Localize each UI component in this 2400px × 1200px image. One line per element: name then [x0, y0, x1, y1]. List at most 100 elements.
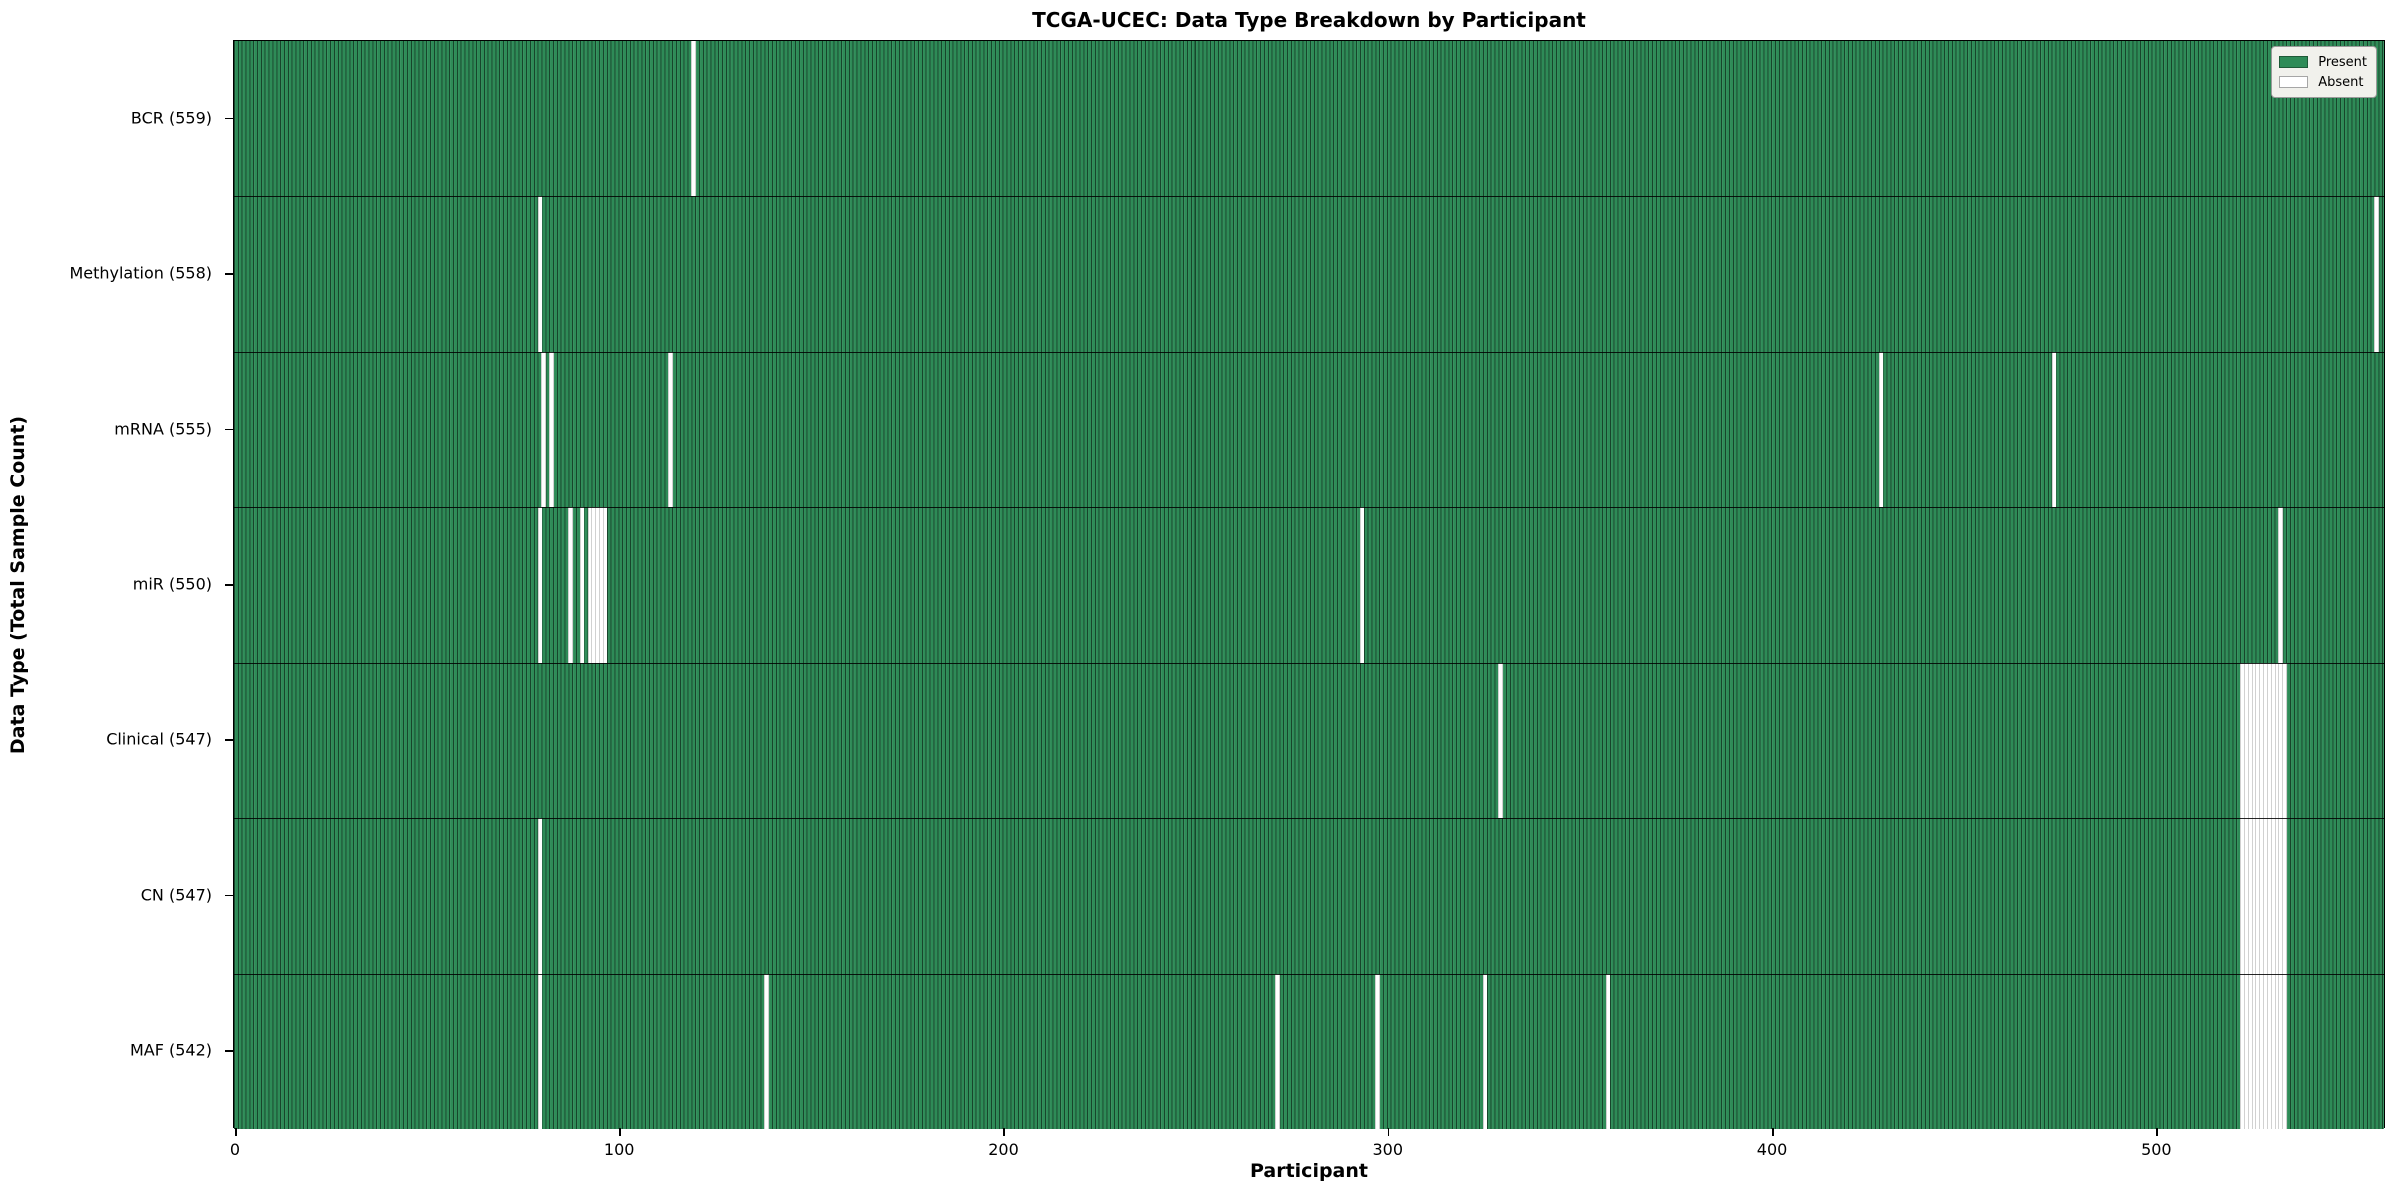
- absent-gap: [2266, 973, 2272, 1129]
- row-mir: [234, 507, 2384, 663]
- row-clinical: [234, 662, 2384, 819]
- absent-gap: [2255, 973, 2260, 1129]
- absent-gap: [2274, 662, 2279, 819]
- absent-gap: [1878, 351, 1884, 508]
- legend-entry-absent: Absent: [2279, 72, 2367, 92]
- y-tick-mark: [225, 1050, 233, 1052]
- y-tick-label-methylation: Methylation (558): [69, 263, 212, 283]
- x-tick-label-200: 200: [988, 1140, 1019, 1159]
- y-tick-mark: [225, 739, 233, 742]
- y-tick-mark: [225, 273, 233, 275]
- x-tick-mark: [1003, 1128, 1006, 1136]
- y-tick-label-maf: MAF (542): [129, 1040, 212, 1060]
- present-swatch: [2279, 56, 2309, 68]
- y-tick-mark: [225, 894, 233, 897]
- absent-gap: [2282, 973, 2287, 1129]
- x-tick-mark: [1772, 1128, 1774, 1136]
- y-tick-label-cn: CN (547): [140, 885, 212, 905]
- row-divider: [234, 351, 2384, 353]
- absent-gap: [2251, 973, 2256, 1129]
- y-tick-label-mrna: mRNA (555): [114, 419, 212, 439]
- absent-gap: [2243, 818, 2249, 974]
- absent-gap: [764, 973, 769, 1129]
- x-tick-label-400: 400: [1756, 1140, 1788, 1159]
- absent-gap: [2270, 818, 2276, 974]
- absent-gap: [602, 507, 608, 663]
- absent-gap: [2263, 818, 2268, 974]
- x-tick-mark: [2156, 1128, 2158, 1136]
- absent-gap: [537, 196, 543, 352]
- absent-gap: [691, 41, 696, 197]
- absent-gap: [595, 507, 600, 663]
- row-divider: [234, 818, 2384, 820]
- y-tick-label-bcr: BCR (559): [130, 108, 212, 128]
- absent-gap: [2247, 662, 2253, 819]
- absent-gap: [2270, 662, 2276, 819]
- x-tick-label-500: 500: [2141, 1140, 2172, 1159]
- absent-gap: [2278, 507, 2283, 663]
- absent-gap: [2278, 662, 2283, 819]
- absent-gap: [2266, 662, 2272, 819]
- y-tick-mark: [225, 117, 233, 120]
- x-tick-label-0: 0: [229, 1140, 240, 1159]
- absent-gap: [1275, 973, 1280, 1129]
- absent-gap: [2270, 973, 2276, 1129]
- absent-gap: [2239, 662, 2245, 819]
- legend: Present Absent: [2271, 46, 2377, 98]
- absent-gap: [2274, 973, 2279, 1129]
- absent-gap: [2259, 818, 2264, 974]
- chart-title: TCGA-UCEC: Data Type Breakdown by Partic…: [1032, 8, 1586, 32]
- absent-gap: [2239, 973, 2245, 1129]
- absent-gap: [599, 507, 604, 663]
- absent-gap: [2278, 973, 2283, 1129]
- absent-gap: [2243, 973, 2249, 1129]
- absent-gap: [537, 818, 543, 974]
- legend-label-absent: Absent: [2318, 74, 2364, 90]
- absent-gap: [1605, 973, 1611, 1129]
- absent-gap: [1498, 662, 1503, 819]
- absent-gap: [2259, 662, 2264, 819]
- row-divider: [234, 662, 2384, 664]
- x-tick-label-300: 300: [1372, 1140, 1404, 1159]
- row-bcr: [234, 41, 2384, 197]
- absent-gap: [591, 507, 596, 663]
- absent-gap: [2263, 662, 2268, 819]
- absent-gap: [2243, 662, 2249, 819]
- absent-gap: [2051, 351, 2057, 508]
- absent-gap: [587, 507, 592, 663]
- x-tick-mark: [619, 1128, 621, 1136]
- absent-gap: [541, 351, 546, 508]
- x-axis-label: Participant: [1249, 1160, 1368, 1182]
- x-tick-label-100: 100: [603, 1140, 635, 1159]
- absent-gap: [2282, 818, 2287, 974]
- absent-gap: [2255, 662, 2260, 819]
- absent-gap: [2251, 662, 2256, 819]
- absent-gap: [1482, 973, 1488, 1129]
- absent-gap: [2247, 818, 2253, 974]
- absent-gap: [2374, 196, 2379, 352]
- absent-swatch: [2279, 76, 2309, 88]
- row-divider: [234, 507, 2384, 509]
- row-mrna: [234, 351, 2384, 508]
- absent-gap: [2247, 973, 2253, 1129]
- absent-gap: [668, 351, 673, 508]
- absent-gap: [1359, 507, 1365, 663]
- absent-gap: [2239, 818, 2245, 974]
- absent-gap: [2278, 818, 2283, 974]
- absent-gap: [2263, 973, 2268, 1129]
- x-tick-mark: [234, 1128, 237, 1136]
- row-divider: [234, 973, 2384, 975]
- y-tick-label-mir: miR (550): [132, 574, 212, 594]
- row-divider: [234, 196, 2384, 198]
- absent-gap: [537, 507, 543, 663]
- absent-gap: [2251, 818, 2256, 974]
- legend-entry-present: Present: [2279, 52, 2367, 72]
- y-tick-label-clinical: Clinical (547): [106, 729, 212, 749]
- absent-gap: [2274, 818, 2279, 974]
- y-tick-mark: [225, 428, 233, 431]
- row-cn: [234, 818, 2384, 974]
- absent-gap: [1375, 973, 1380, 1129]
- absent-gap: [537, 973, 543, 1129]
- absent-gap: [579, 507, 585, 663]
